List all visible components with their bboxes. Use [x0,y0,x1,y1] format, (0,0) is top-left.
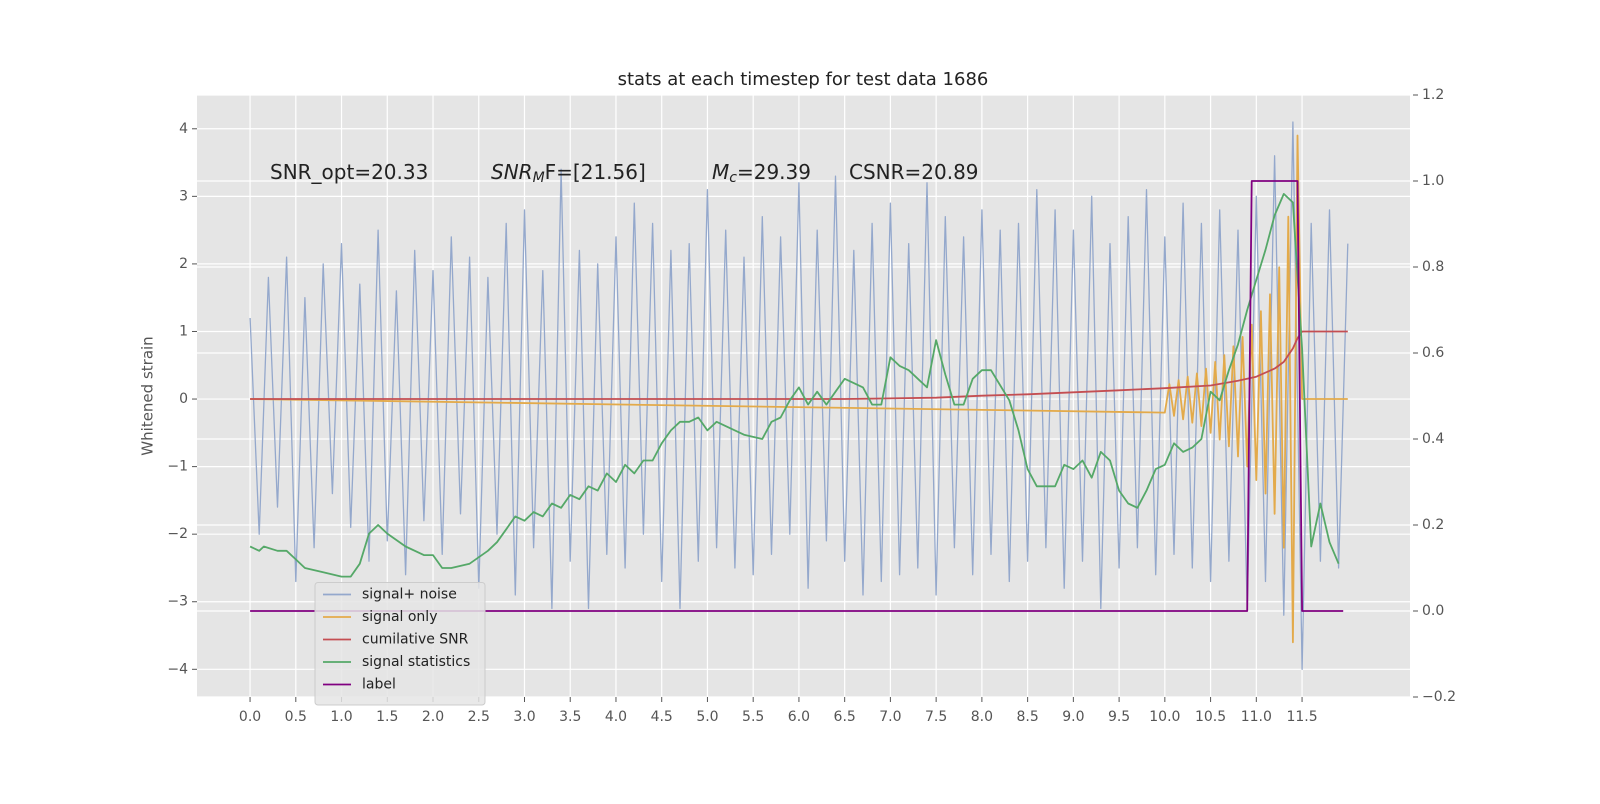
x-tick-label: 7.0 [879,709,901,725]
legend-label: signal+ noise [362,587,457,603]
legend-box [314,582,486,706]
x-tick-label: 7.5 [925,709,947,725]
x-tick-label: 10.5 [1195,709,1226,725]
x-tick-label: 0.0 [239,709,261,725]
x-tick-label: 11.5 [1286,709,1317,725]
annotation-part: SNR_opt=20.33 [270,160,428,184]
y-tick-label: −2 [167,526,188,542]
x-tick-label: 1.5 [376,709,398,725]
x-tick-label: 4.5 [651,709,673,725]
annotation-part: SNR [491,160,533,184]
x-tick-label: 2.5 [468,709,490,725]
annotation: Mc=29.39 [712,160,811,187]
series-line [250,180,1344,612]
series-line [249,121,1349,670]
legend-label: signal only [362,609,437,625]
legend-label: label [362,677,396,693]
x-tick-label: 5.5 [742,709,764,725]
annotation: SNRMF=[21.56] [491,160,646,187]
y2-tick-label: 0.8 [1422,259,1444,275]
x-tick-label: 10.0 [1149,709,1180,725]
y2-tick-label: 0.2 [1422,517,1444,533]
y-axis-label: Whitened strain [139,336,157,455]
chart-title: stats at each timestep for test data 168… [618,69,989,90]
x-tick-label: 11.0 [1241,709,1272,725]
y2-tick-label: 0.0 [1422,603,1444,619]
x-tick-label: 4.0 [605,709,627,725]
y2-tick-label: 1.2 [1422,87,1444,103]
y-tick-label: 3 [179,188,188,204]
y-tick-label: 1 [179,323,188,339]
x-tick-label: 0.5 [285,709,307,725]
x-tick-label: 5.0 [696,709,718,725]
legend-label: signal statistics [362,654,470,670]
x-tick-label: 2.0 [422,709,444,725]
x-tick-label: 6.0 [788,709,810,725]
x-tick-label: 1.0 [330,709,352,725]
annotation-part: M [712,160,729,184]
y2-tick-label: 0.6 [1422,345,1444,361]
y-tick-label: 4 [179,121,188,137]
x-tick-label: 9.0 [1062,709,1084,725]
annotation-part: =29.39 [737,160,811,184]
annotation-part: M [533,170,545,186]
x-tick-label: 3.0 [513,709,535,725]
x-tick-label: 8.5 [1016,709,1038,725]
series-line [249,193,1340,578]
annotation-part: F=[21.56] [545,160,646,184]
y-tick-label: −4 [167,661,188,677]
x-tick-label: 6.5 [834,709,856,725]
grid [197,94,1410,698]
legend-label: cumilative SNR [362,632,469,648]
annotation: CSNR=20.89 [849,160,979,184]
y2-tick-label: 1.0 [1422,173,1444,189]
y-tick-label: 0 [179,391,188,407]
y-tick-label: −1 [167,459,188,475]
series-line [250,134,1348,644]
annotation-part: c [729,170,737,186]
annotation-part: CSNR=20.89 [849,160,979,184]
x-tick-label: 8.0 [971,709,993,725]
annotation: SNR_opt=20.33 [270,160,428,184]
y2-tick-label: 0.4 [1422,431,1444,447]
x-tick-label: 9.5 [1108,709,1130,725]
y-tick-label: 2 [179,256,188,272]
y2-tick-label: −0.2 [1422,689,1456,705]
y-tick-label: −3 [167,594,188,610]
x-tick-label: 3.5 [559,709,581,725]
